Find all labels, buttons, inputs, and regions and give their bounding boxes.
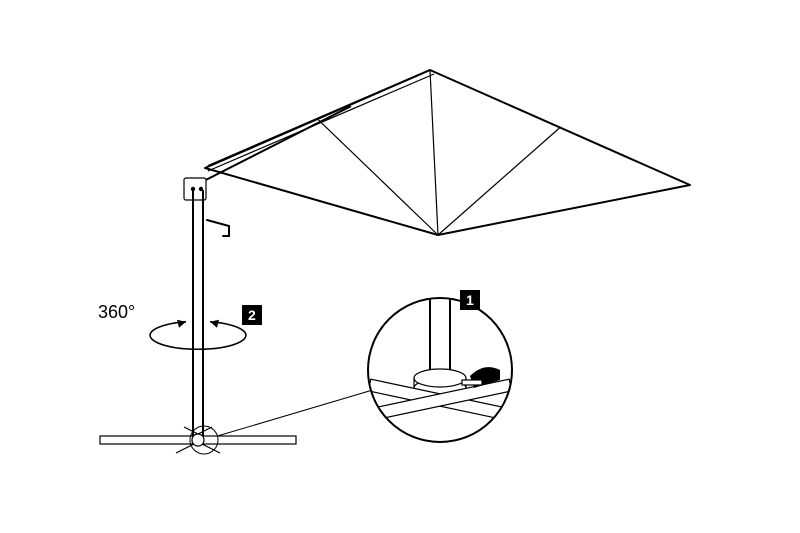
callout-label-2: 2 <box>242 305 262 325</box>
parasol-diagram: { "diagram": { "type": "technical-line-d… <box>0 0 800 533</box>
callout-label-1: 1 <box>460 290 480 310</box>
diagram-svg <box>0 0 800 533</box>
rotation-360-label: 360° <box>98 302 135 323</box>
